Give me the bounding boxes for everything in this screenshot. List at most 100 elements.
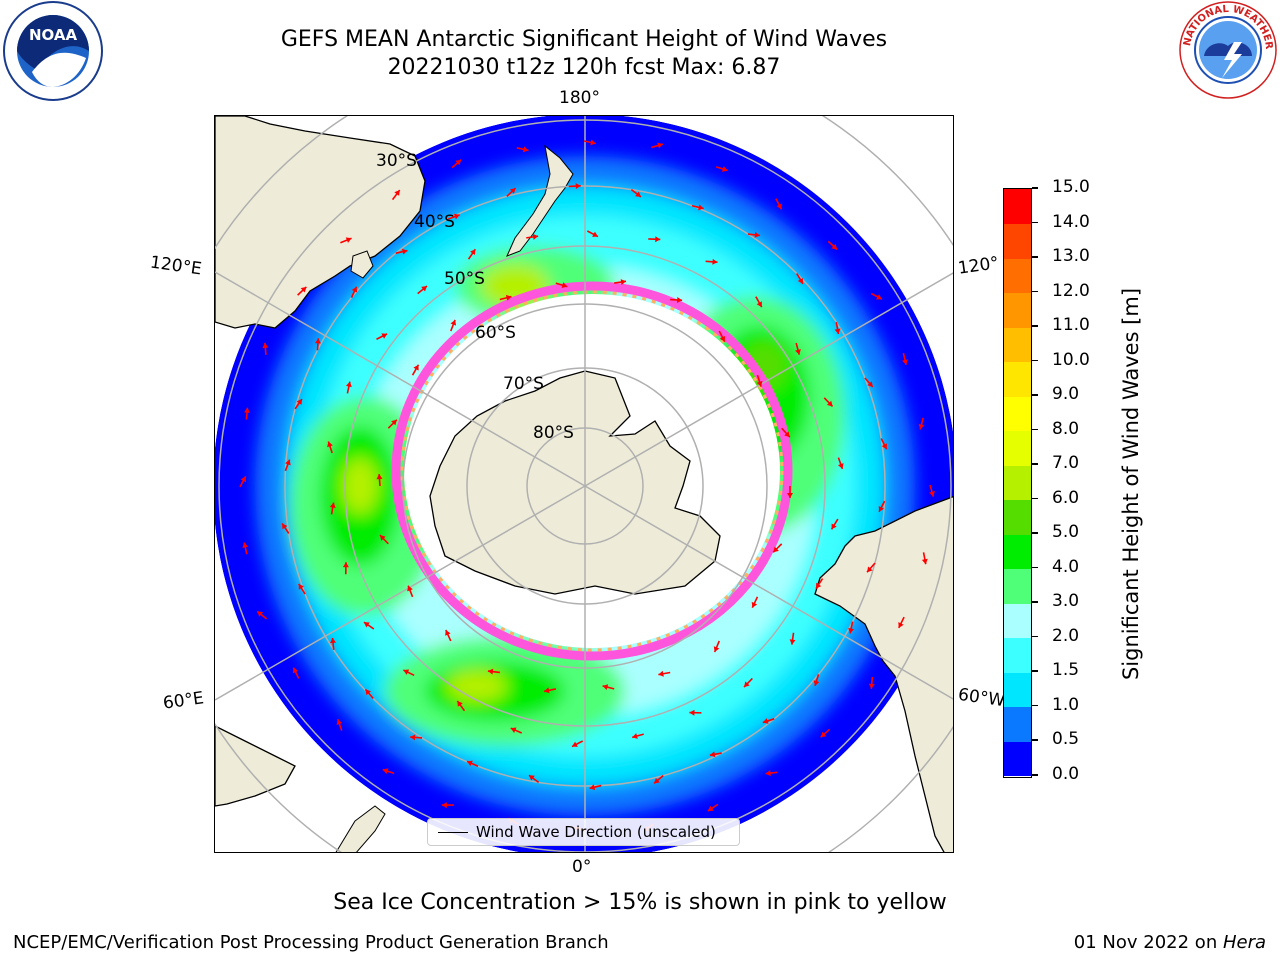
tasmania (350, 250, 374, 279)
colorbar-tick-label: 0.5 (1052, 729, 1080, 750)
wind-arrow-head (391, 419, 397, 426)
wind-arrow-head (689, 709, 695, 716)
nws-logo: NATIONAL WEATHER SERVICE (1172, 0, 1280, 104)
legend-label: Wind Wave Direction (unscaled) (476, 823, 716, 841)
wind-arrow-head (751, 601, 758, 608)
colorbar (1003, 188, 1032, 778)
wind-arrow-head (789, 639, 796, 645)
new-zealand (506, 144, 574, 257)
wind-arrow-head (345, 237, 352, 243)
wind-arrow-head (575, 183, 581, 190)
wind-arrow-head (721, 166, 728, 172)
lon-label-180: 180° (559, 88, 600, 108)
africa (215, 725, 296, 807)
colorbar-segment (1004, 499, 1031, 535)
wind-arrow-head (876, 294, 882, 300)
sea-ice-caption: Sea Ice Concentration > 15% is shown in … (333, 890, 947, 915)
wind-arrow-head (848, 627, 855, 634)
wind-arrow-head (784, 431, 790, 438)
colorbar-tick-label: 14.0 (1052, 211, 1090, 232)
wind-arrow-head (351, 286, 358, 293)
colorbar-segment (1004, 603, 1031, 639)
wind-arrow-head (787, 493, 793, 498)
wind-arrow-head (285, 459, 291, 466)
noaa-logo: NOAA (2, 0, 104, 102)
map-legend: Wind Wave Direction (unscaled) (427, 818, 740, 846)
wind-arrow-head (528, 775, 535, 781)
colorbar-tick-label: 0.0 (1052, 764, 1080, 784)
colorbar-tick-mark (1032, 290, 1038, 293)
wind-arrow-head (445, 630, 451, 636)
lon-label-120e: 120°E (148, 252, 203, 280)
wind-arrow-head (381, 333, 388, 339)
colorbar-tick-mark (1032, 428, 1038, 431)
wind-arrow-head (762, 718, 769, 724)
colorbar-tick-mark (1032, 601, 1038, 603)
wind-arrow-head (773, 546, 779, 553)
antarctica (429, 370, 721, 595)
wind-arrow-head (394, 190, 400, 196)
wind-arrow-head (698, 204, 704, 211)
wind-arrow-head (918, 423, 925, 430)
wind-arrow-head (867, 381, 873, 388)
colorbar-segment (1004, 396, 1031, 432)
colorbar-segment (1004, 706, 1031, 742)
wind-arrow-head (676, 296, 683, 303)
wind-arrow-head (300, 286, 307, 293)
colorbar-segment (1004, 637, 1031, 673)
polar-map (214, 115, 954, 853)
wind-arrow-head (756, 301, 762, 308)
colorbar-tick-mark (1032, 497, 1038, 500)
wind-arrow-head (327, 441, 333, 448)
wind-arrow-head (881, 443, 888, 450)
colorbar-tick-label: 4.0 (1052, 556, 1080, 577)
colorbar-segment (1004, 327, 1031, 363)
colorbar-segment (1004, 258, 1031, 294)
noaa-logo-text: NOAA (29, 26, 78, 44)
wind-arrow-head (257, 611, 264, 617)
wind-arrow-head (921, 558, 928, 565)
wind-arrow-head (330, 637, 336, 644)
colorbar-tick-mark (1032, 566, 1038, 569)
wind-arrow-head (450, 319, 457, 326)
colorbar-tick-mark (1032, 670, 1038, 672)
colorbar-segment (1004, 568, 1031, 604)
wind-arrow-head (820, 731, 827, 738)
wind-arrow-head (868, 683, 875, 689)
colorbar-ticks: 0.0 0.5 1.0 1.5 2.0 3.0 4.0 5.0 6.0 7.0 8.0 9.0 10.0… (1032, 0, 1092, 960)
wind-arrow-head (929, 490, 935, 497)
colorbar-segment (1004, 189, 1031, 225)
colorbar-tick-mark (1032, 325, 1038, 327)
wind-arrow-head (365, 689, 371, 696)
lon-label-0: 0° (572, 857, 592, 877)
wind-arrow-head (342, 562, 349, 568)
wind-arrow-head (795, 349, 801, 355)
wind-arrow-head (376, 474, 383, 480)
wind-arrow-head (589, 784, 596, 791)
colorbar-tick-mark (1032, 256, 1038, 258)
lon-label-60w: 60°W (956, 684, 1007, 712)
colorbar-tick-mark (1032, 635, 1038, 638)
colorbar-tick-mark (1032, 359, 1038, 362)
wind-arrow-head (654, 777, 660, 784)
wind-arrow-head (867, 566, 873, 573)
wind-arrow-head (765, 770, 771, 777)
wind-arrow-head (590, 139, 596, 146)
colorbar-tick-label: 5.0 (1052, 522, 1080, 543)
wind-arrow-head (713, 646, 720, 653)
colorbar-tick-label: 8.0 (1052, 418, 1080, 439)
lon-label-60e: 60°E (161, 688, 206, 714)
wind-arrow-head (470, 249, 476, 256)
wind-arrow-head (635, 191, 641, 197)
map-canvas (215, 116, 953, 852)
wind-arrow-head (413, 364, 419, 371)
colorbar-tick-mark (1032, 739, 1038, 741)
wind-arrow-head (282, 523, 288, 530)
wind-arrow-head (831, 523, 837, 530)
wind-arrow-head (776, 203, 782, 210)
wind-arrow-head (510, 727, 517, 733)
colorbar-tick-mark (1032, 463, 1038, 465)
wind-arrow-head (837, 463, 844, 469)
colorbar-tick-label: 13.0 (1052, 246, 1090, 267)
footer-date-text: 01 Nov 2022 on (1073, 932, 1223, 953)
